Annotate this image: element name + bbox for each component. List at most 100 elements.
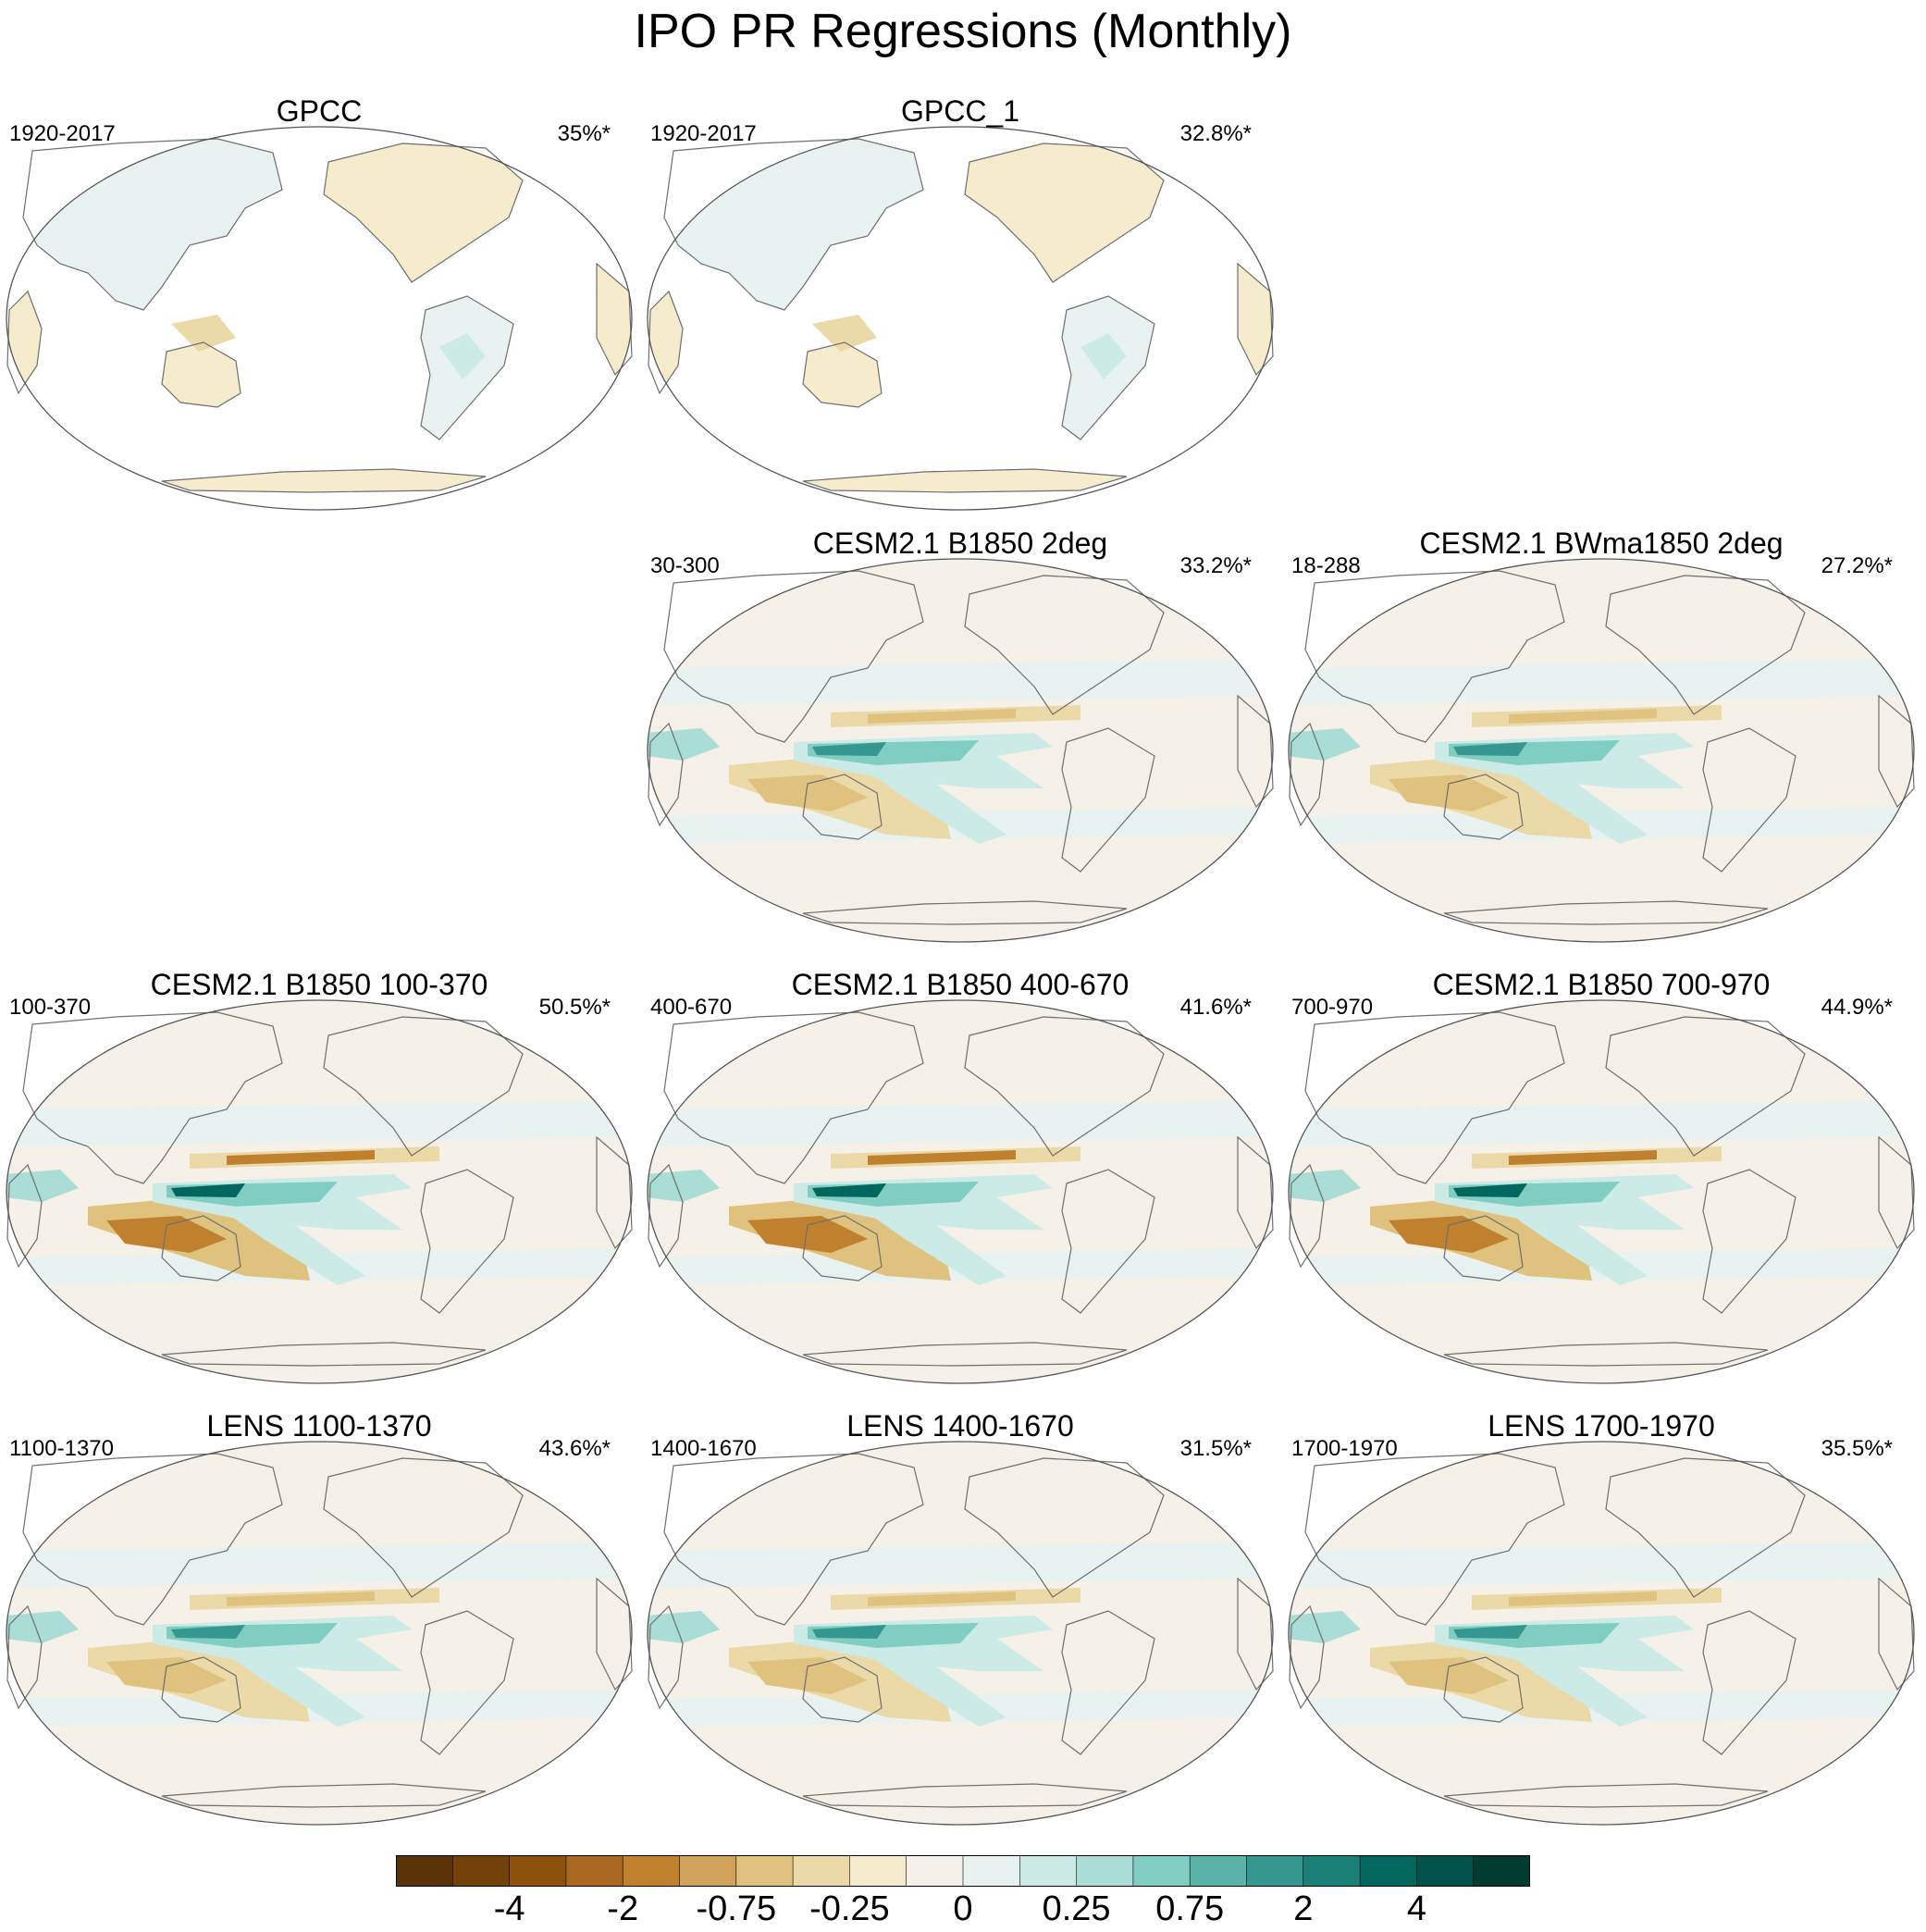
coastline-north-america <box>323 142 524 283</box>
coastline-africa <box>1289 1163 1325 1269</box>
coastline-north-america <box>964 575 1165 715</box>
panel-period: 1100-1370 <box>9 1436 114 1461</box>
wet-blob-amazon <box>1080 333 1127 379</box>
panel-period: 1920-2017 <box>650 121 757 146</box>
coastline-africa-east <box>1237 694 1274 809</box>
panel-period: 30-300 <box>650 553 720 578</box>
map-border-gpcc-1 <box>647 126 1274 511</box>
panel-variance: 43.6%* <box>538 1436 611 1461</box>
coastline-antarctica <box>802 1783 1128 1808</box>
colorbar-tick-label: 2 <box>1293 1889 1314 1928</box>
panel-title: CESM2.1 B1850 400-670 <box>791 968 1130 1001</box>
colorbar-swatch-10 <box>963 1855 1020 1887</box>
map-border-lens-1400-1670 <box>647 1441 1274 1826</box>
map-border-cesm-b1850-400-670 <box>647 999 1274 1384</box>
coastline-south-america <box>420 1610 514 1755</box>
panel-title: GPCC <box>276 94 363 128</box>
coastline-antarctica <box>161 1783 487 1808</box>
coastline-africa-east <box>1878 1577 1915 1691</box>
coastline-africa-east <box>596 1577 633 1691</box>
map-cesm-b1850-400-670 <box>647 999 1274 1384</box>
colorbar-swatch-3 <box>565 1855 623 1887</box>
wet-blob-amazon <box>439 333 486 379</box>
band-north <box>648 1100 1273 1146</box>
coastline-africa <box>648 722 684 827</box>
coastline-asia <box>663 1011 924 1184</box>
wet-indian-ocean <box>1289 728 1361 761</box>
wet-indian-ocean <box>1289 1170 1361 1202</box>
coastline-north-america <box>1605 1457 1806 1598</box>
map-cesm-b1850-100-370 <box>6 999 633 1384</box>
panel-period: 1920-2017 <box>9 121 116 146</box>
coastline-africa <box>648 1604 684 1710</box>
dry-core-north-itcz <box>1509 1150 1657 1165</box>
panel-variance: 44.9%* <box>1821 995 1893 1020</box>
dry-blob-maritime <box>812 315 877 352</box>
dry-core-north-itcz <box>227 1591 375 1606</box>
wet-spcz <box>858 1207 1006 1285</box>
coastline-asia <box>22 1453 283 1626</box>
map-lens-1400-1670 <box>647 1441 1274 1826</box>
colorbar-swatch-8 <box>849 1855 907 1887</box>
coastline-asia <box>663 138 924 311</box>
panel-title: CESM2.1 B1850 700-970 <box>1432 968 1771 1001</box>
panel-period: 1700-1970 <box>1291 1436 1398 1461</box>
colorbar-swatch-9 <box>906 1855 964 1887</box>
coastline-australia <box>802 774 883 840</box>
panel-title: CESM2.1 BWma1850 2deg <box>1419 526 1784 560</box>
precip-anomaly-field-lens-1400-1670 <box>648 1542 1273 1727</box>
colorbar-swatch-12 <box>1076 1855 1134 1887</box>
band-north <box>1289 659 1914 705</box>
coastline-antarctica <box>802 900 1128 925</box>
map-border-cesm-b1850-700-970 <box>1288 999 1915 1384</box>
land-field-north-america <box>965 143 1164 282</box>
wet-indian-ocean <box>6 1611 79 1643</box>
wet-tongue-core <box>1453 1183 1527 1197</box>
colorbar-swatch-0 <box>396 1855 453 1887</box>
panel-title: CESM2.1 B1850 100-370 <box>150 968 488 1001</box>
colorbar-swatch-2 <box>509 1855 567 1887</box>
precip-anomaly-field-cesm-b1850-400-670 <box>648 1100 1273 1285</box>
coastline-antarctica <box>1443 1783 1769 1808</box>
precip-anomaly-field-cesm-b1850-2deg <box>648 659 1273 844</box>
coastline-north-america <box>1605 1016 1806 1157</box>
colorbar-tick-label: -4 <box>493 1889 525 1928</box>
chart-title: IPO PR Regressions (Monthly) <box>634 5 1292 58</box>
coastline-australia <box>802 1215 883 1282</box>
map-panel-lens-1400-1670: LENS 1400-1670 1400-1670 31.5%* <box>641 1407 1279 1828</box>
wet-indian-ocean <box>648 1170 720 1202</box>
coastline-africa-east <box>1237 262 1274 377</box>
land-field-australia <box>803 342 882 407</box>
precip-anomaly-field-cesm-b1850-700-970 <box>1289 1100 1914 1285</box>
dry-core-maritime <box>1389 1657 1509 1694</box>
panel-variance: 31.5%* <box>1179 1436 1252 1461</box>
coastline-south-america <box>1061 727 1155 873</box>
coastline-asia <box>663 1453 924 1626</box>
coastline-north-america <box>323 1016 524 1157</box>
coastline-australia <box>802 341 883 408</box>
coastline-asia <box>1304 1453 1565 1626</box>
coastline-north-america <box>964 1016 1165 1157</box>
wet-indian-ocean <box>1289 1611 1361 1643</box>
band-north <box>1289 1542 1914 1588</box>
coastline-north-america <box>1605 575 1806 715</box>
map-panel-gpcc: GPCC 1920-2017 35%* <box>0 93 638 514</box>
colorbar-tick-label: 4 <box>1406 1889 1426 1928</box>
map-gpcc-1 <box>647 126 1274 511</box>
colorbar-swatch-4 <box>623 1855 680 1887</box>
coastline-australia <box>1443 1656 1524 1723</box>
colorbar-swatch-14 <box>1190 1855 1247 1887</box>
coastline-africa-east <box>1237 1135 1274 1250</box>
wet-tongue-core <box>171 1183 245 1197</box>
land-field-australia <box>162 342 241 407</box>
panel-variance: 41.6%* <box>1179 995 1252 1020</box>
panel-variance: 27.2%* <box>1821 553 1893 578</box>
coastline-africa-east <box>1878 694 1915 809</box>
coastline-australia <box>802 1656 883 1723</box>
wet-spcz <box>217 1648 365 1727</box>
wet-indian-ocean <box>6 1170 79 1202</box>
dry-blob-maritime <box>171 315 236 352</box>
coastline-africa <box>648 290 684 395</box>
colorbar-swatch-18 <box>1416 1855 1475 1887</box>
coastline-south-america <box>420 295 514 440</box>
